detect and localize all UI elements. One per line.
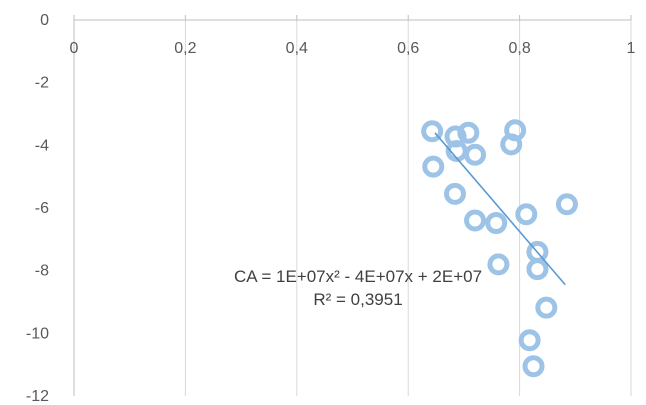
data-point	[464, 209, 487, 232]
y-tick-label: -8	[35, 263, 49, 280]
x-tick-label: 0	[70, 40, 79, 57]
y-tick-labels: 0 -2 -4 -6 -8 -10 -12	[26, 12, 49, 405]
axes	[73, 15, 632, 396]
y-tick-label: -4	[35, 137, 49, 154]
x-tick-labels: 0 0,2 0,4 0,6 0,8 1	[70, 40, 636, 57]
data-point	[535, 296, 558, 319]
data-point	[500, 133, 523, 156]
x-tick-label: 0,2	[174, 40, 196, 57]
data-point	[464, 143, 487, 166]
trendline-group	[434, 132, 566, 286]
data-point	[457, 121, 480, 144]
data-point	[526, 258, 549, 281]
y-tick-label: -6	[35, 200, 49, 217]
y-tick-label: -2	[35, 75, 49, 92]
data-point	[522, 355, 545, 378]
y-tick-label: -10	[26, 325, 49, 342]
x-tick-label: 0,4	[286, 40, 308, 57]
data-point	[443, 182, 466, 205]
x-tick-label: 1	[627, 40, 636, 57]
x-tick-label: 0,6	[397, 40, 419, 57]
gridlines	[184, 20, 632, 396]
x-tick-label: 0,8	[508, 40, 530, 57]
data-point	[422, 155, 445, 178]
y-tick-label: 0	[40, 12, 49, 29]
trendline	[434, 132, 566, 286]
data-points	[421, 119, 578, 378]
data-point	[487, 253, 510, 276]
data-point	[555, 193, 578, 216]
r-squared-label: R² = 0,3951	[313, 290, 402, 309]
data-point	[515, 203, 538, 226]
trendline-equation: CA = 1E+07x² - 4E+07x + 2E+07	[234, 267, 482, 286]
y-tick-label: -12	[26, 388, 49, 405]
data-point	[485, 212, 508, 235]
data-point	[518, 329, 541, 352]
data-point	[421, 120, 444, 143]
